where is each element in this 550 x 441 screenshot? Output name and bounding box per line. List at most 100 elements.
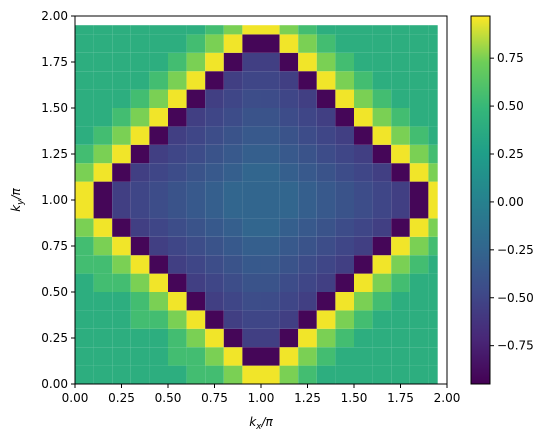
heatmap-cell <box>75 365 94 384</box>
heatmap-cell <box>205 218 224 237</box>
heatmap-cell <box>93 200 113 219</box>
heatmap-cell <box>130 347 150 366</box>
heatmap-cell <box>186 34 206 53</box>
heatmap-cell <box>168 292 187 311</box>
heatmap-cell <box>428 25 438 35</box>
heatmap-cell <box>130 255 150 274</box>
heatmap-cell <box>428 52 438 72</box>
heatmap-cell <box>354 89 373 108</box>
heatmap-cell <box>279 25 299 35</box>
heatmap-cell <box>372 310 392 329</box>
heatmap-cell <box>279 365 299 384</box>
heatmap-cell <box>335 218 354 237</box>
heatmap-cell <box>391 163 410 182</box>
x-tick-label: 0.00 <box>62 391 89 405</box>
y-tick-label: 2.00 <box>41 9 68 23</box>
heatmap-cell <box>168 108 187 127</box>
x-tick-label: 0.75 <box>201 391 228 405</box>
colorbar-tick-label: 0.00 <box>497 195 524 209</box>
heatmap-cell <box>409 144 429 164</box>
heatmap-cell <box>242 89 261 108</box>
heatmap-cell <box>75 347 94 366</box>
heatmap-cell <box>223 255 243 274</box>
heatmap-cell <box>205 347 224 366</box>
heatmap-cell <box>149 292 168 311</box>
heatmap-cell <box>112 89 131 108</box>
heatmap-cell <box>205 236 224 256</box>
heatmap-cell <box>149 181 168 200</box>
heatmap-cell <box>130 236 150 256</box>
heatmap-cell <box>93 163 113 182</box>
heatmap-cell <box>335 163 354 182</box>
heatmap-cell <box>279 144 299 164</box>
heatmap-cell <box>205 273 224 292</box>
heatmap-cells <box>75 25 438 384</box>
heatmap-cell <box>428 34 438 53</box>
heatmap-cell <box>75 108 94 127</box>
heatmap-cell <box>112 255 131 274</box>
heatmap-cell <box>242 52 261 72</box>
heatmap-cell <box>205 163 224 182</box>
heatmap-cell <box>75 71 94 90</box>
heatmap-cell <box>261 255 280 274</box>
heatmap-cell <box>298 25 317 35</box>
heatmap-cell <box>149 310 168 329</box>
heatmap-cell <box>409 255 429 274</box>
heatmap-cell <box>149 71 168 90</box>
heatmap-cell <box>354 126 373 145</box>
heatmap-cell <box>186 108 206 127</box>
heatmap-cell <box>261 71 280 90</box>
heatmap-cell <box>261 347 280 366</box>
heatmap-cell <box>261 292 280 311</box>
heatmap-cell <box>298 34 317 53</box>
heatmap-cell <box>391 34 410 53</box>
heatmap-cell <box>223 292 243 311</box>
heatmap-cell <box>298 310 317 329</box>
heatmap-cell <box>316 25 336 35</box>
heatmap-cell <box>279 347 299 366</box>
heatmap-cell <box>149 200 168 219</box>
heatmap-cell <box>279 163 299 182</box>
heatmap-cell <box>372 71 392 90</box>
heatmap-cell <box>186 163 206 182</box>
heatmap-cell <box>186 292 206 311</box>
heatmap-cell <box>372 218 392 237</box>
heatmap-cell <box>261 365 280 384</box>
heatmap-cell <box>149 347 168 366</box>
heatmap-cell <box>428 71 438 90</box>
heatmap-cell <box>279 34 299 53</box>
heatmap-cell <box>205 52 224 72</box>
colorbar-tick-label: 0.75 <box>497 51 524 65</box>
heatmap-cell <box>428 89 438 108</box>
heatmap-cell <box>261 200 280 219</box>
heatmap-cell <box>391 292 410 311</box>
heatmap-cell <box>186 144 206 164</box>
heatmap-cell <box>112 126 131 145</box>
heatmap-cell <box>391 310 410 329</box>
heatmap-cell <box>391 328 410 348</box>
heatmap-cell <box>186 218 206 237</box>
heatmap-cell <box>428 218 438 237</box>
heatmap-cell <box>316 181 336 200</box>
heatmap-cell <box>409 52 429 72</box>
heatmap-cell <box>261 52 280 72</box>
heatmap-cell <box>279 126 299 145</box>
heatmap-cell <box>168 347 187 366</box>
heatmap-cell <box>168 328 187 348</box>
heatmap-cell <box>279 108 299 127</box>
heatmap-cell <box>168 273 187 292</box>
heatmap-cell <box>168 144 187 164</box>
heatmap-cell <box>298 89 317 108</box>
heatmap-cell <box>316 365 336 384</box>
heatmap-cell <box>428 273 438 292</box>
heatmap-cell <box>372 365 392 384</box>
heatmap-cell <box>354 292 373 311</box>
y-tick-label: 0.50 <box>41 285 68 299</box>
heatmap-cell <box>149 365 168 384</box>
x-axis-label: kx/π <box>249 415 273 432</box>
heatmap-cell <box>93 89 113 108</box>
heatmap-cell <box>75 292 94 311</box>
heatmap-cell <box>112 236 131 256</box>
heatmap-cell <box>298 292 317 311</box>
heatmap-cell <box>130 25 150 35</box>
